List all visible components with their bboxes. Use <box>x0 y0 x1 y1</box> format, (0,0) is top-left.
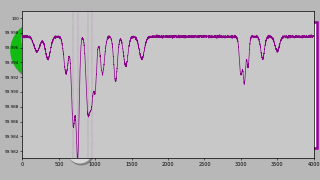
Circle shape <box>21 30 42 50</box>
Circle shape <box>10 21 71 80</box>
Circle shape <box>93 36 99 41</box>
Circle shape <box>83 48 114 78</box>
Circle shape <box>70 72 83 85</box>
Circle shape <box>67 139 92 163</box>
Circle shape <box>84 91 127 132</box>
Circle shape <box>72 143 80 151</box>
Circle shape <box>110 49 124 62</box>
Circle shape <box>92 35 108 50</box>
Text: 5: 5 <box>249 116 260 134</box>
Circle shape <box>51 102 67 117</box>
Circle shape <box>112 51 117 56</box>
Circle shape <box>125 118 142 134</box>
Circle shape <box>49 100 66 116</box>
Circle shape <box>112 51 125 64</box>
Text: 3: 3 <box>205 116 217 134</box>
Circle shape <box>84 49 116 80</box>
Circle shape <box>52 102 58 108</box>
Circle shape <box>69 140 94 165</box>
Text: H: H <box>219 96 245 127</box>
Text: C: C <box>179 96 202 127</box>
Circle shape <box>126 118 132 124</box>
Circle shape <box>12 22 73 82</box>
Circle shape <box>86 92 129 134</box>
Text: Cl: Cl <box>261 96 294 127</box>
Circle shape <box>124 116 140 132</box>
Circle shape <box>91 34 106 49</box>
Circle shape <box>65 68 102 104</box>
Circle shape <box>88 52 99 63</box>
Circle shape <box>92 97 107 112</box>
FancyBboxPatch shape <box>166 22 317 148</box>
Circle shape <box>63 67 100 103</box>
